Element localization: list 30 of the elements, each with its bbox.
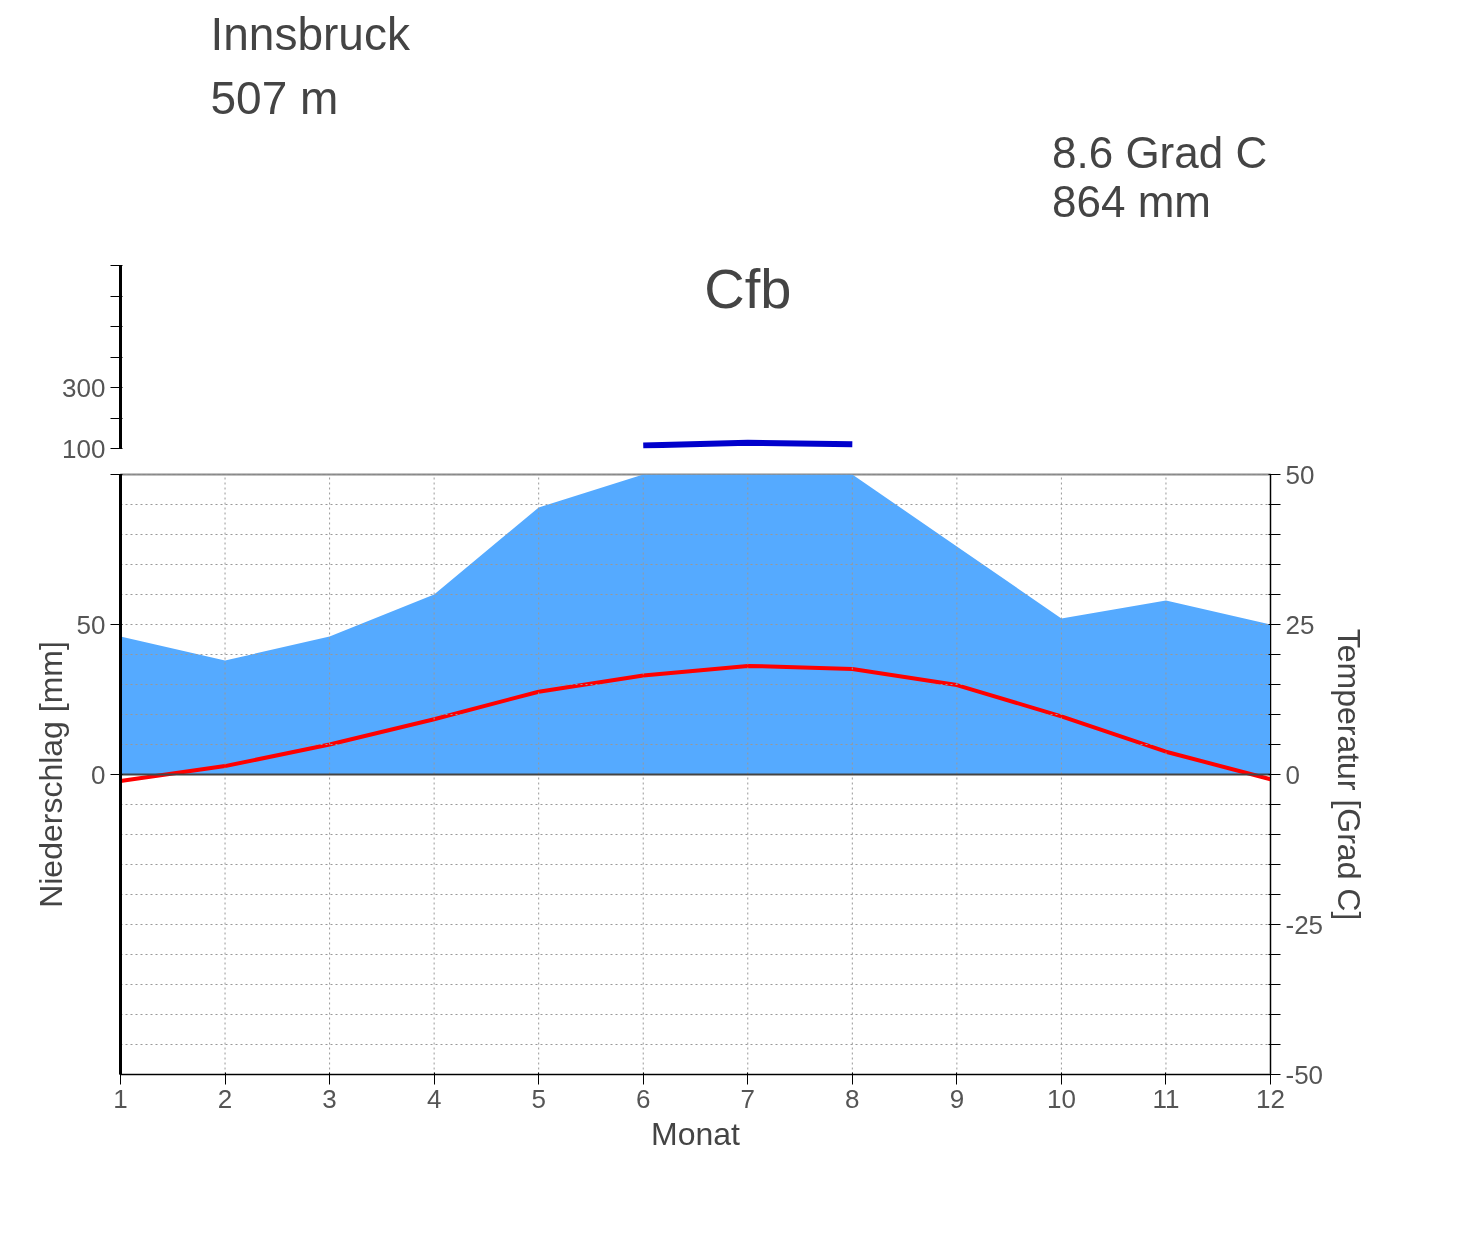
x-tick-label: 9 [949,1083,965,1114]
text: 864 mm [1052,177,1211,227]
x-tick-label: 7 [740,1083,756,1114]
x-tick-label: 8 [845,1083,860,1114]
x-tick-label: 1 [113,1083,128,1114]
y-tick-label: 0 [91,759,106,790]
chart-subtitle: 507 m [210,71,339,124]
x-tick-label: 4 [426,1083,442,1114]
x-tick-label: 10 [1046,1083,1076,1114]
x-tick-label: 5 [531,1083,546,1114]
y2-tick-label: -25 [1285,909,1324,940]
x-tick-label: 2 [217,1083,233,1114]
x-tick-label: 6 [636,1083,651,1114]
y2-tick-label: 0 [1285,759,1300,790]
text: 8.6 Grad C [1052,127,1268,177]
y-tick-label: 50 [76,609,106,640]
y-tick-label: 300 [62,372,106,403]
y-axis-title: Niederschlag [mm] [32,641,69,908]
y2-axis-title: Temperatur [Grad C] [1331,628,1368,921]
y2-tick-label: -50 [1285,1059,1324,1090]
y-tick-label: 100 [62,433,106,464]
chart-title: Innsbruck [210,7,411,60]
x-tick-label: 11 [1152,1083,1180,1114]
x-axis-title: Monat [651,1115,741,1152]
annotation: Cfb [704,256,792,320]
y2-tick-label: 25 [1285,609,1315,640]
line-series [120,663,1271,784]
x-tick-label: 3 [322,1083,337,1114]
y2-tick-label: 50 [1285,459,1315,490]
x-tick-label: 12 [1256,1083,1285,1114]
